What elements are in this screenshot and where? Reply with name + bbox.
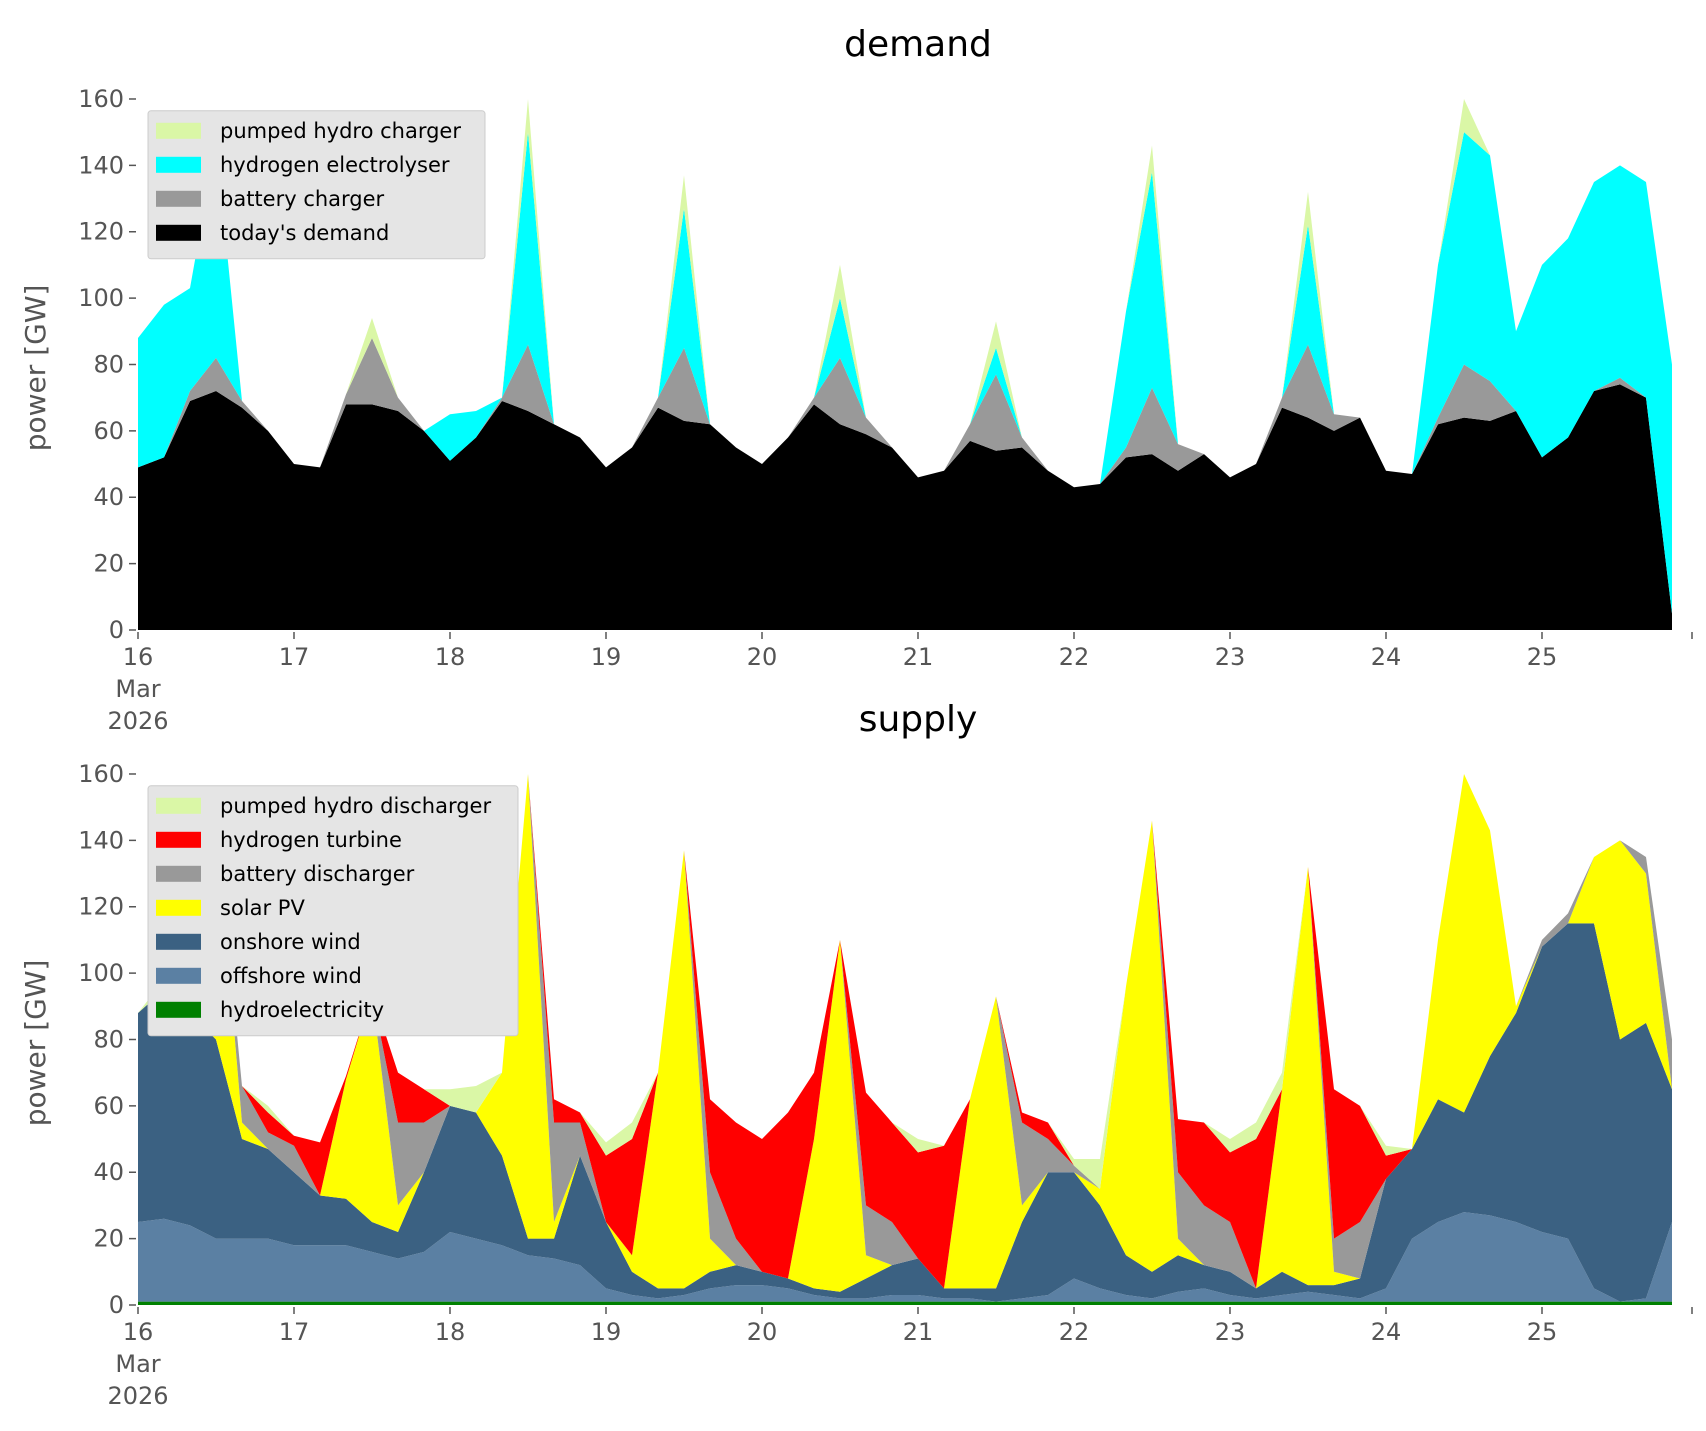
legend-label: offshore wind — [220, 964, 362, 988]
x-tick-label: 24 — [1371, 643, 1402, 671]
y-tick-label: 60 — [93, 1092, 124, 1120]
x-tick-label: 16 — [123, 643, 154, 671]
legend-label: hydrogen turbine — [220, 828, 402, 852]
legend-label: pumped hydro discharger — [220, 794, 491, 818]
legend-label: solar PV — [220, 896, 305, 920]
x-tick-label: 18 — [435, 643, 466, 671]
legend-swatch — [156, 865, 201, 882]
x-tick-label: Mar — [115, 1350, 160, 1378]
area — [138, 337, 1672, 614]
y-tick-label: 20 — [93, 550, 124, 578]
legend-label: hydrogen electrolyser — [220, 153, 450, 177]
x-tick-label: 17 — [279, 1318, 310, 1346]
area — [138, 384, 1672, 630]
y-tick-label: 60 — [93, 417, 124, 445]
x-tick-label: 19 — [591, 1318, 622, 1346]
legend-swatch — [156, 224, 201, 241]
x-tick-label: 23 — [1215, 643, 1246, 671]
y-axis-label: power [GW] — [19, 285, 52, 452]
legend-label: pumped hydro charger — [220, 119, 461, 143]
area — [138, 1301, 1672, 1305]
y-tick-label: 100 — [78, 959, 124, 987]
x-tick-label: 18 — [435, 1318, 466, 1346]
legend-swatch — [156, 933, 201, 950]
y-tick-label: 80 — [93, 1025, 124, 1053]
legend-swatch — [156, 899, 201, 916]
y-tick-label: 160 — [78, 85, 124, 113]
x-tick-label: 21 — [903, 643, 934, 671]
y-tick-label: 40 — [93, 483, 124, 511]
legend-swatch — [156, 122, 201, 139]
x-tick-label: 19 — [591, 643, 622, 671]
legend-swatch — [156, 1001, 201, 1018]
area — [138, 1212, 1672, 1302]
area — [138, 773, 1672, 1289]
legend-box — [147, 110, 486, 260]
legend-swatch — [156, 156, 201, 173]
x-tick-label: 16 — [123, 1318, 154, 1346]
legend-label: battery charger — [220, 187, 385, 211]
y-tick-label: 0 — [109, 1291, 124, 1319]
y-tick-label: 120 — [78, 893, 124, 921]
chart-title: demand — [844, 24, 992, 65]
x-tick-label: 20 — [747, 1318, 778, 1346]
x-tick-label: 22 — [1059, 643, 1090, 671]
x-tick-label: 21 — [903, 1318, 934, 1346]
legend-swatch — [156, 797, 201, 814]
legend-label: battery discharger — [220, 862, 415, 886]
x-tick-label: 17 — [279, 643, 310, 671]
x-tick-label: 2026 — [107, 1382, 168, 1410]
y-tick-label: 100 — [78, 284, 124, 312]
chart-title: supply — [859, 699, 978, 740]
legend-swatch — [156, 190, 201, 207]
x-tick-label: Mar — [115, 675, 160, 703]
y-tick-label: 40 — [93, 1158, 124, 1186]
legend-label: today's demand — [220, 221, 389, 245]
area — [138, 98, 1672, 488]
y-tick-label: 160 — [78, 760, 124, 788]
legend-swatch — [156, 967, 201, 984]
legend-label: hydroelectricity — [220, 998, 384, 1022]
plot-area — [138, 98, 1672, 630]
area — [138, 132, 1672, 614]
legend-label: onshore wind — [220, 930, 361, 954]
x-tick-label: 23 — [1215, 1318, 1246, 1346]
y-tick-label: 120 — [78, 218, 124, 246]
x-tick-label: 24 — [1371, 1318, 1402, 1346]
y-tick-label: 0 — [109, 616, 124, 644]
y-tick-label: 140 — [78, 826, 124, 854]
legend-swatch — [156, 831, 201, 848]
legend-box — [147, 785, 519, 1037]
x-tick-label: 22 — [1059, 1318, 1090, 1346]
y-tick-label: 20 — [93, 1225, 124, 1253]
area — [138, 773, 1672, 1292]
x-tick-label: 25 — [1527, 1318, 1558, 1346]
plot-area — [138, 773, 1672, 1305]
x-tick-label: 20 — [747, 643, 778, 671]
y-tick-label: 80 — [93, 350, 124, 378]
x-tick-label: 2026 — [107, 707, 168, 735]
y-axis-label: power [GW] — [19, 960, 52, 1127]
y-tick-label: 140 — [78, 151, 124, 179]
x-tick-label: 25 — [1527, 643, 1558, 671]
